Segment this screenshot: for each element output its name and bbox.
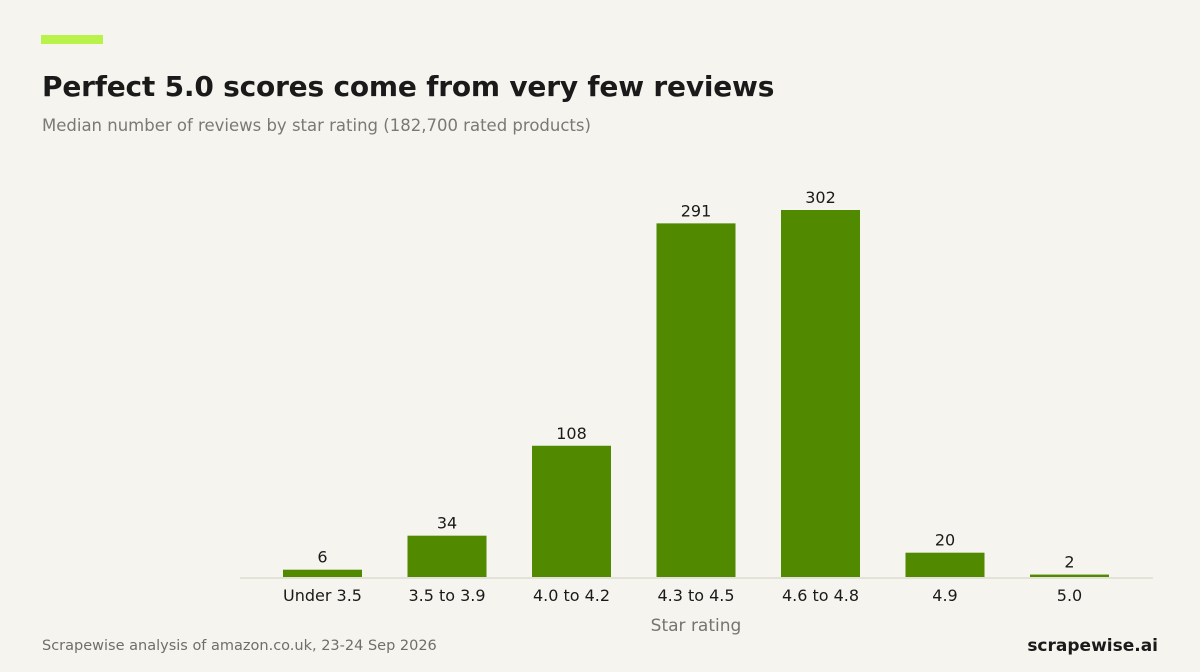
bar-value-label: 20 xyxy=(935,531,955,550)
x-tick-label: 4.6 to 4.8 xyxy=(782,586,859,605)
source-note: Scrapewise analysis of amazon.co.uk, 23-… xyxy=(42,638,437,654)
x-axis-title: Star rating xyxy=(651,616,742,636)
bar xyxy=(905,552,985,577)
bar-value-label: 302 xyxy=(805,188,836,207)
bars-layer xyxy=(283,210,1109,577)
bar xyxy=(283,569,362,577)
bar xyxy=(1030,574,1109,577)
bar xyxy=(656,223,736,577)
x-tick-label: 4.0 to 4.2 xyxy=(533,586,610,605)
x-tick-label: Under 3.5 xyxy=(283,586,362,605)
bar xyxy=(532,445,611,577)
chart-title: Perfect 5.0 scores come from very few re… xyxy=(42,70,775,103)
bar-value-label: 6 xyxy=(317,548,327,567)
bar xyxy=(407,535,487,577)
bar-value-label: 108 xyxy=(556,424,587,443)
x-tick-label: 4.9 xyxy=(932,586,957,605)
accent-bar xyxy=(41,35,103,44)
x-tick-label: 4.3 to 4.5 xyxy=(657,586,734,605)
brand-name: scrapewise.ai xyxy=(1027,636,1158,656)
x-tick-labels-layer: Under 3.5 3.5 to 3.9 4.0 to 4.2 4.3 to 4.5 4… xyxy=(283,586,1082,605)
bar-value-label: 291 xyxy=(681,201,712,220)
bar-value-label: 2 xyxy=(1064,553,1074,572)
bar-value-label: 34 xyxy=(437,514,457,533)
bar xyxy=(781,210,860,577)
data-labels-layer: 6 34 108 291 302 20 2 xyxy=(317,188,1074,572)
x-tick-label: 5.0 xyxy=(1057,586,1082,605)
x-tick-label: 3.5 to 3.9 xyxy=(408,586,485,605)
chart-subtitle: Median number of reviews by star rating … xyxy=(42,116,591,135)
